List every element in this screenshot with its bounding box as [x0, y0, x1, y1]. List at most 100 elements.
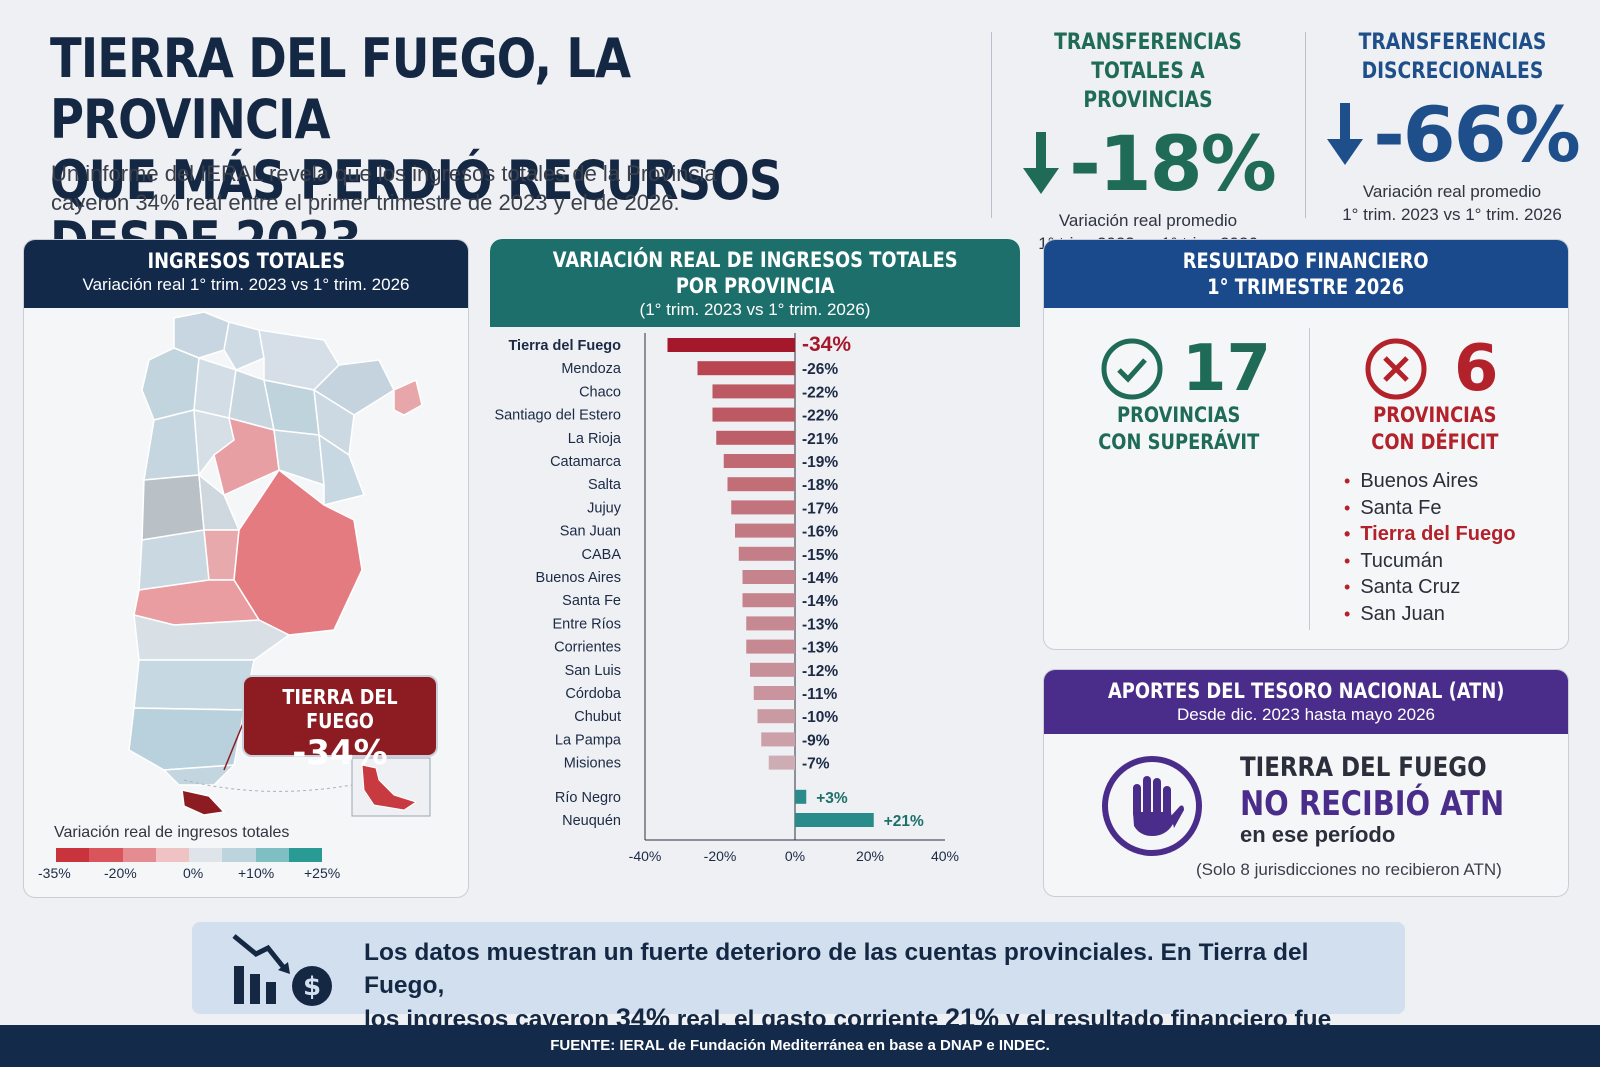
chart-card: VARIACIÓN REAL DE INGRESOS TOTALES POR P…: [490, 239, 1020, 898]
check-circle-icon: [1101, 338, 1163, 400]
list-item: San Juan: [1344, 601, 1516, 628]
category-label: Santa Fe: [562, 593, 621, 609]
surplus-count-row: 17: [1100, 332, 1271, 406]
legend-swatch: [89, 848, 123, 862]
data-label: -12%: [802, 663, 838, 680]
category-label: San Luis: [565, 663, 621, 679]
atn-card-title: APORTES DEL TESORO NACIONAL (ATN): [1107, 679, 1505, 703]
bar: [738, 546, 795, 561]
legend-tick: +10%: [238, 865, 275, 881]
bar: [712, 407, 795, 422]
legend-swatch: [288, 848, 322, 862]
bar: [667, 338, 795, 352]
bar: [753, 686, 795, 700]
kpi-note-line: 1° trim. 2023 vs 1° trim. 2026: [1342, 205, 1562, 224]
kpi-value: -18%: [1069, 118, 1276, 208]
header-divider: [1305, 32, 1306, 218]
declining-revenue-icon: $: [232, 934, 332, 1006]
kpi-value-row: -66%: [1322, 89, 1582, 179]
result-title-line: 1° TRIMESTRE 2026: [1207, 275, 1405, 299]
result-card: RESULTADO FINANCIERO 1° TRIMESTRE 2026 1…: [1043, 239, 1569, 650]
list-item: Tucumán: [1344, 548, 1516, 575]
kpi-note-line: Variación real promedio: [1058, 211, 1238, 230]
surplus-label-line: CON SUPERÁVIT: [1098, 430, 1260, 454]
chart-subtitle: (1° trim. 2023 vs 1° trim. 2026): [639, 300, 871, 319]
kpi-total-transfers: TRANSFERENCIAS TOTALES A PROVINCIAS -18%…: [1018, 28, 1278, 255]
category-label: Chaco: [579, 384, 621, 400]
callout-name: TIERRA DEL FUEGO: [282, 685, 398, 733]
kpi-title-line: TRANSFERENCIAS: [1054, 30, 1242, 55]
category-label: Jujuy: [587, 500, 622, 516]
deficit-count-row: 6: [1364, 332, 1499, 406]
data-label: -16%: [802, 524, 838, 541]
legend-swatch: [56, 848, 90, 862]
category-label: Corrientes: [554, 640, 621, 656]
deficit-label-line: PROVINCIAS: [1373, 403, 1497, 427]
legend-swatch: [255, 848, 289, 862]
kpi-value-row: -18%: [1018, 118, 1278, 208]
category-label: Buenos Aires: [536, 570, 621, 586]
bar: [746, 639, 795, 654]
category-label: Neuquén: [562, 813, 621, 829]
bar: [697, 361, 795, 376]
data-label: -13%: [802, 640, 838, 657]
callout-value: -34%: [292, 733, 388, 773]
category-label: Catamarca: [550, 454, 622, 470]
bar: [712, 384, 795, 399]
data-label: -7%: [802, 756, 830, 773]
legend-swatch: [189, 848, 223, 862]
map-card-header: INGRESOS TOTALES Variación real 1° trim.…: [24, 240, 468, 308]
kpi-value: -66%: [1373, 89, 1580, 179]
kpi-title: TRANSFERENCIAS TOTALES A PROVINCIAS: [1038, 28, 1259, 115]
chart-title-line: POR PROVINCIA: [675, 274, 835, 298]
map-inset-tierra-del-fuego: [361, 764, 418, 811]
result-divider: [1309, 328, 1310, 630]
chart-title-line: VARIACIÓN REAL DE INGRESOS TOTALES: [552, 248, 958, 272]
map-card-title: INGRESOS TOTALES: [147, 249, 345, 273]
surplus-count: 17: [1182, 332, 1272, 406]
surplus-label-line: PROVINCIAS: [1117, 403, 1241, 427]
kpi-title-line: DISCRECIONALES: [1361, 59, 1543, 84]
data-label: -10%: [802, 709, 838, 726]
category-label: Santiago del Estero: [494, 408, 621, 424]
atn-card: APORTES DEL TESORO NACIONAL (ATN) Desde …: [1043, 669, 1569, 897]
bar: [746, 616, 795, 631]
legend-swatch: [155, 848, 189, 862]
result-card-title: RESULTADO FINANCIERO 1° TRIMESTRE 2026: [1183, 248, 1429, 300]
atn-province: TIERRA DEL FUEGO: [1240, 752, 1487, 783]
atn-card-header: APORTES DEL TESORO NACIONAL (ATN) Desde …: [1044, 670, 1568, 734]
legend-swatch: [222, 848, 256, 862]
atn-headline: NO RECIBIÓ ATN: [1240, 784, 1505, 824]
list-item: Buenos Aires: [1344, 468, 1516, 495]
data-label: -22%: [802, 408, 838, 425]
bar: [735, 523, 795, 538]
category-label: Salta: [588, 477, 622, 493]
data-label: -34%: [802, 333, 851, 356]
data-label: +3%: [816, 790, 848, 807]
map-province: [203, 529, 240, 581]
atn-note: (Solo 8 jurisdicciones no recibieron ATN…: [1196, 860, 1502, 879]
data-label: -15%: [802, 547, 838, 564]
conclusion-banner: $ Los datos muestran un fuerte deterioro…: [192, 922, 1405, 1066]
kpi-title: TRANSFERENCIAS DISCRECIONALES: [1358, 28, 1546, 86]
stop-hand-icon: [1102, 756, 1202, 856]
category-label: Tierra del Fuego: [508, 338, 621, 354]
page-title: TIERRA DEL FUEGO, LA PROVINCIA QUE MÁS P…: [50, 28, 867, 272]
chart-card-header: VARIACIÓN REAL DE INGRESOS TOTALES POR P…: [490, 239, 1020, 327]
map-province: [318, 433, 365, 506]
deficit-label: PROVINCIAS CON DÉFICIT: [1320, 402, 1550, 456]
data-label: +21%: [884, 813, 924, 830]
data-label: -14%: [802, 593, 838, 610]
data-label: -22%: [802, 384, 838, 401]
conclusion-line-1: Los datos muestran un fuerte deterioro d…: [364, 939, 1309, 999]
map-card: INGRESOS TOTALES Variación real 1° trim.…: [23, 239, 469, 898]
bar-chart: Tierra del Fuego -34% Mendoza -26% Chaco -22%…: [494, 333, 959, 864]
argentina-map: [128, 311, 431, 817]
map-province: [143, 409, 200, 481]
tierra-del-fuego-callout: TIERRA DEL FUEGO -34%: [242, 675, 438, 773]
category-label: Río Negro: [555, 790, 621, 806]
data-label: -18%: [802, 477, 838, 494]
subtitle-line-1: Un informe del IERAL revela que los ingr…: [51, 161, 717, 186]
chart-title: VARIACIÓN REAL DE INGRESOS TOTALES POR P…: [553, 247, 958, 299]
category-label: Mendoza: [561, 361, 622, 377]
